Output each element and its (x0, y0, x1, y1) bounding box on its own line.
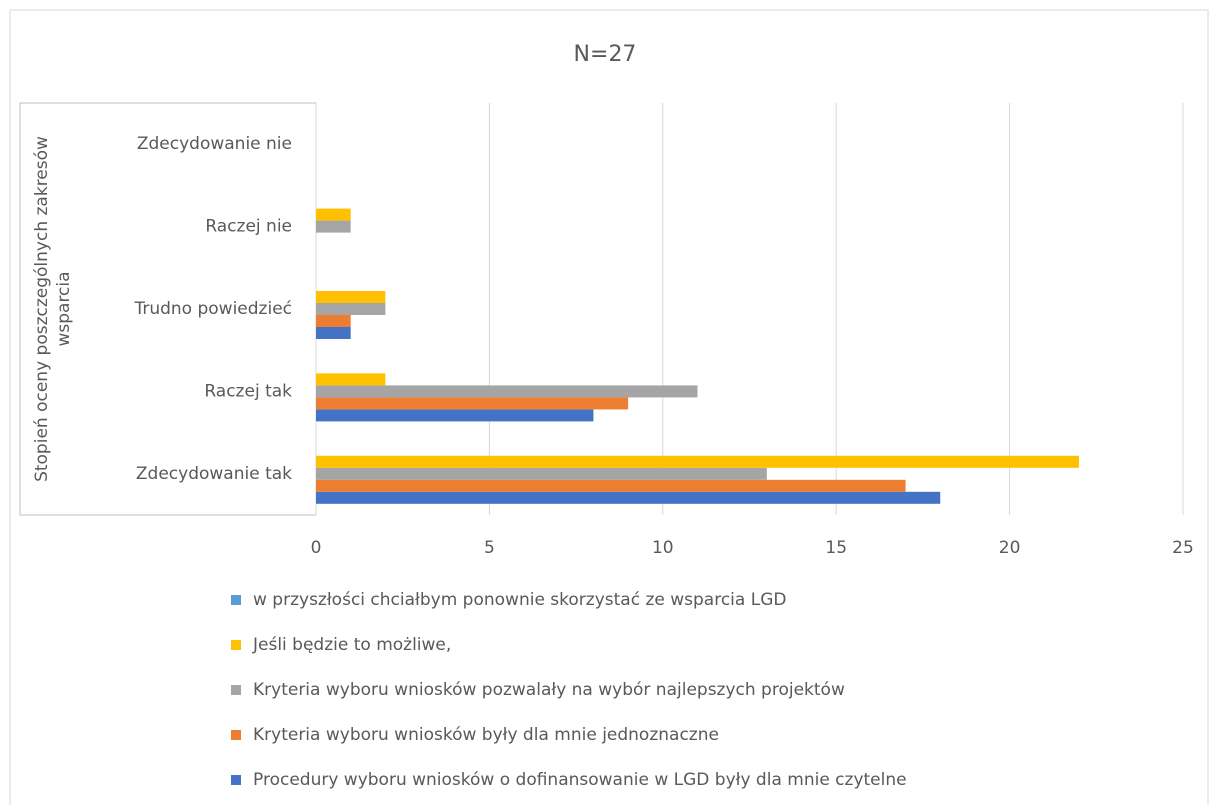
y-axis-label: Stopień oceny poszczególnych zakresów (32, 136, 52, 482)
x-tick-label: 5 (484, 538, 495, 558)
legend-swatch (231, 685, 241, 695)
legend-swatch (231, 640, 241, 650)
bar (316, 491, 941, 504)
bar (316, 315, 351, 327)
legend-label: Kryteria wyboru wniosków były dla mnie j… (253, 725, 719, 745)
y-tick-label: Raczej tak (204, 381, 292, 401)
bar (316, 409, 594, 422)
bar (316, 303, 386, 315)
legend-swatch (231, 775, 241, 785)
bar (316, 327, 351, 339)
x-tick-label: 20 (999, 538, 1021, 558)
legend-swatch (231, 595, 241, 605)
legend-label: Jeśli będzie to możliwe, (252, 635, 451, 655)
chart-title: N=27 (574, 42, 637, 67)
bar (316, 467, 767, 480)
chart-border (9, 9, 1209, 805)
x-tick-label: 25 (1172, 538, 1194, 558)
bar (316, 220, 351, 233)
bar (316, 397, 629, 410)
x-tick-label: 10 (652, 538, 674, 558)
y-tick-label: Zdecydowanie nie (137, 134, 292, 154)
bar (316, 208, 351, 221)
legend-label: w przyszłości chciałbym ponownie skorzys… (253, 590, 786, 610)
bar (316, 455, 1079, 468)
x-tick-label: 15 (825, 538, 847, 558)
bar (316, 385, 698, 398)
y-axis-label: wsparcia (54, 271, 74, 346)
legend-label: Kryteria wyboru wniosków pozwalały na wy… (253, 680, 845, 700)
x-tick-label: 0 (311, 538, 322, 558)
bar (316, 479, 906, 492)
y-tick-label: Zdecydowanie tak (136, 464, 292, 484)
legend-swatch (231, 730, 241, 740)
y-tick-label: Raczej nie (205, 217, 292, 237)
legend-label: Procedury wyboru wniosków o dofinansowan… (253, 770, 907, 790)
bar (316, 291, 386, 303)
bar (316, 373, 386, 386)
y-tick-label: Trudno powiedzieć (133, 299, 292, 319)
